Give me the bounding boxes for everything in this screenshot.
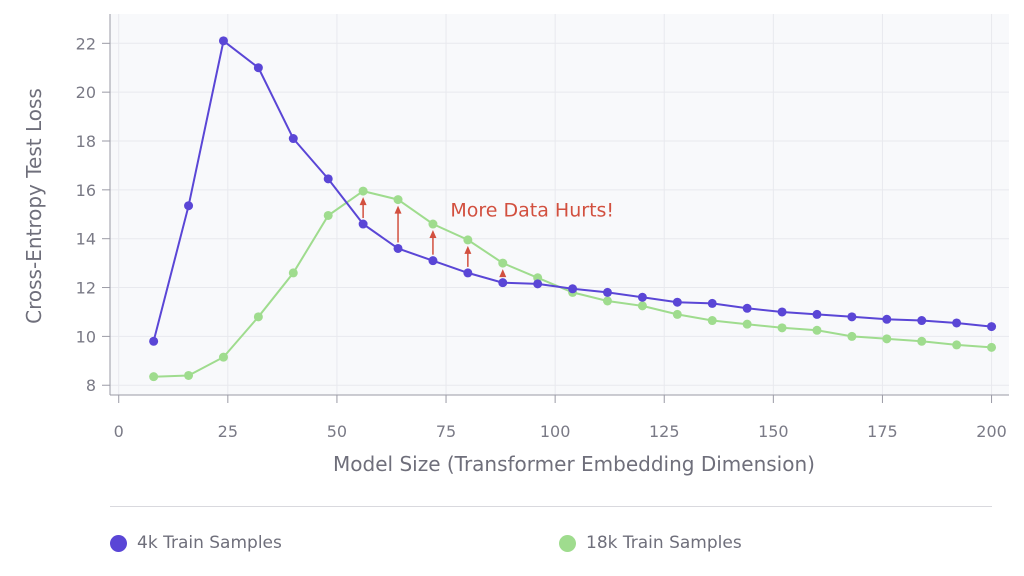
y-axis-label: Cross-Entropy Test Loss [22, 88, 46, 324]
series-1-point [218, 352, 228, 362]
plot-area [110, 14, 1009, 395]
x-tick-label: 25 [218, 422, 238, 441]
series-0-point [777, 307, 787, 317]
x-tick-label: 200 [976, 422, 1007, 441]
annotation-arrow-head [359, 197, 367, 206]
series-1-point [603, 296, 613, 306]
y-tick-label: 22 [76, 34, 96, 53]
annotation-arrow-head [394, 205, 402, 214]
series-1-point [463, 235, 473, 245]
annotation-text: More Data Hurts! [450, 200, 614, 222]
series-1-point [952, 340, 962, 350]
y-tick-label: 20 [76, 83, 96, 102]
x-tick-label: 175 [867, 422, 898, 441]
series-0-point [917, 316, 927, 326]
series-1-point [672, 309, 682, 319]
series-0-point [987, 322, 997, 332]
series-1-point [149, 372, 159, 382]
series-1-point [882, 334, 892, 344]
series-0-point [882, 314, 892, 324]
legend-label-18k: 18k Train Samples [586, 533, 742, 553]
x-tick-label: 0 [114, 422, 124, 441]
series-0-point [358, 219, 368, 229]
series-1-point [637, 301, 647, 311]
series-0-point [323, 174, 333, 184]
series-1-point [428, 219, 438, 229]
series-1-point [847, 331, 857, 341]
series-1-point [253, 312, 263, 322]
series-0-point [952, 318, 962, 328]
series-1-point [393, 195, 403, 205]
tick-labels: 8 10 12 14 16 18 20 22 0 25 50 75 100 125 150 175 200 [76, 34, 1007, 441]
series-0-point [393, 243, 403, 253]
series-0-point [498, 278, 508, 288]
x-tick-label: 100 [540, 422, 571, 441]
series-1-point [323, 210, 333, 220]
series-0-point [218, 36, 228, 46]
series-0-point [184, 201, 194, 211]
series-1-point [358, 186, 368, 196]
series-0-point [742, 303, 752, 313]
y-tick-label: 12 [76, 279, 96, 298]
legend-swatch-18k [559, 534, 576, 552]
series-layer [149, 36, 997, 382]
legend-label-4k: 4k Train Samples [137, 533, 282, 553]
series-1-point [707, 316, 717, 326]
series-0-point [149, 336, 159, 346]
legend-swatch-4k [110, 534, 127, 552]
series-0-point [707, 298, 717, 308]
series-0-point [428, 256, 438, 266]
annotation-layer [359, 197, 507, 278]
series-0-point [812, 309, 822, 319]
series-1-point [917, 336, 927, 346]
series-0-point [463, 268, 473, 278]
y-tick-label: 10 [76, 327, 96, 346]
x-tick-label: 75 [436, 422, 456, 441]
annotation-arrow-head [464, 245, 472, 254]
legend-divider [110, 506, 992, 507]
series-0-point [637, 292, 647, 302]
series-1-point [777, 323, 787, 333]
series-1-point [184, 370, 194, 380]
series-0-point [253, 63, 263, 73]
series-1-point [498, 258, 508, 268]
chart: 8 10 12 14 16 18 20 22 0 25 50 75 100 125 150 175 200 Mo… [22, 14, 1009, 476]
series-1-point [812, 325, 822, 335]
annotation-arrow-head [429, 230, 437, 239]
x-tick-label: 150 [758, 422, 789, 441]
x-tick-label: 50 [327, 422, 347, 441]
x-tick-label: 125 [649, 422, 680, 441]
series-0-point [672, 297, 682, 307]
axes [102, 14, 1009, 403]
y-tick-label: 8 [86, 376, 96, 395]
y-tick-label: 18 [76, 132, 96, 151]
series-0-point [568, 284, 578, 294]
series-0-point [288, 134, 298, 144]
legend-item-18k[interactable]: 18k Train Samples [559, 533, 742, 553]
series-0-point [533, 279, 543, 289]
y-tick-label: 16 [76, 181, 96, 200]
legend: 4k Train Samples 18k Train Samples [0, 506, 1024, 576]
series-1-point [987, 342, 997, 352]
legend-item-4k[interactable]: 4k Train Samples [110, 533, 282, 553]
annotation-arrow-head [499, 269, 507, 278]
series-0-point [603, 287, 613, 297]
y-tick-label: 14 [76, 230, 96, 249]
series-1-point [742, 319, 752, 329]
x-axis-label: Model Size (Transformer Embedding Dimens… [333, 452, 815, 476]
series-1-point [288, 268, 298, 278]
series-0-point [847, 312, 857, 322]
